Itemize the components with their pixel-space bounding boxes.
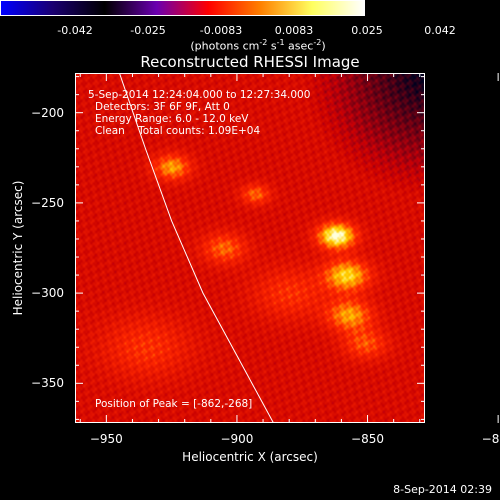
y-tick-label: −350 xyxy=(31,376,64,391)
heatmap-canvas xyxy=(75,73,425,423)
y-tick-label: −300 xyxy=(31,286,64,301)
x-tick-label: −900 xyxy=(220,432,254,446)
colorbar-tick-label: -0.025 xyxy=(130,24,166,37)
y-tick-label: −200 xyxy=(31,105,64,120)
chart-title: Reconstructed RHESSI Image xyxy=(140,53,360,71)
heatmap-image xyxy=(75,73,425,423)
colorbar-tick-label: -0.0083 xyxy=(199,24,243,37)
x-tick-label: −950 xyxy=(89,432,123,446)
annotation-time-range: 5-Sep-2014 12:24:04.000 to 12:27:34.000 xyxy=(88,89,311,101)
colorbar-tick-label: 0.025 xyxy=(351,24,383,37)
colorbar-tick-label: 0.042 xyxy=(424,24,456,37)
colorbar-units: (photons cm-2 s-1 asec-2) xyxy=(190,38,326,53)
y-axis-label: Heliocentric Y (arcsec) xyxy=(11,180,25,316)
annotation-detectors: Detectors: 3F 6F 9F, Att 0 xyxy=(95,101,230,113)
x-tick-label: −800 xyxy=(481,432,500,446)
colorbar-tick-label: -0.042 xyxy=(57,24,93,37)
annotation-peak: Position of Peak = [-862,-268] xyxy=(95,398,253,410)
timestamp: 8-Sep-2014 02:39 xyxy=(393,483,492,496)
x-tick-label: −850 xyxy=(351,432,385,446)
solar-limb-curve xyxy=(118,73,274,423)
colorbar-tick-label: 0.0083 xyxy=(274,24,314,37)
annotation-method: Clean Total counts: 1.09E+04 xyxy=(95,125,261,137)
x-axis-label: Heliocentric X (arcsec) xyxy=(182,450,318,464)
y-tick-label: −250 xyxy=(31,195,64,210)
annotation-energy: Energy Range: 6.0 - 12.0 keV xyxy=(95,113,249,125)
colorbar xyxy=(0,0,365,16)
